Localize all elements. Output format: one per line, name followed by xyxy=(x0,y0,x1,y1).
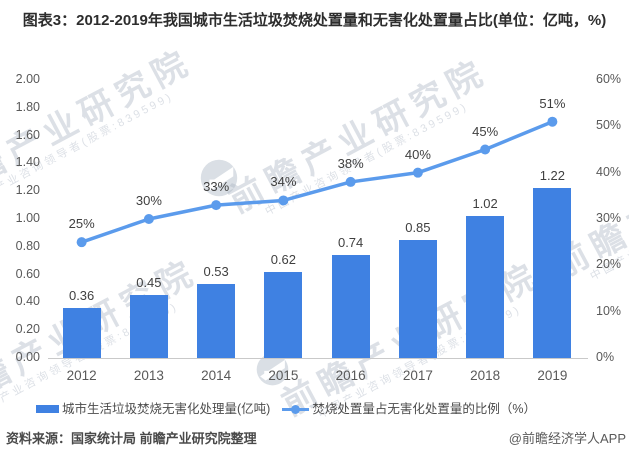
bar-value-label: 0.36 xyxy=(68,287,95,303)
left-axis-tick: 1.20 xyxy=(15,183,40,198)
line-value-label: 33% xyxy=(203,179,230,195)
bar-value-label: 1.02 xyxy=(472,196,498,212)
legend-item-line: 焚烧处置量占无害化处置量的比例（%） xyxy=(282,401,536,417)
left-axis-tick: 0.60 xyxy=(15,266,40,281)
right-axis-tick: 0% xyxy=(596,350,615,364)
bar xyxy=(264,271,303,358)
right-axis-tick: 60% xyxy=(596,72,622,86)
legend-label-bar: 城市生活垃圾焚烧无害化处理量(亿吨) xyxy=(62,402,271,416)
line-value-label: 34% xyxy=(270,174,297,190)
x-axis-label: 2014 xyxy=(201,368,232,383)
line-point xyxy=(76,237,87,248)
line-point xyxy=(412,167,423,178)
line-point xyxy=(211,200,222,211)
right-axis-tick: 20% xyxy=(596,257,622,272)
bar xyxy=(533,188,572,358)
x-axis-label: 2015 xyxy=(268,368,299,383)
left-axis-tick: 1.40 xyxy=(15,155,40,170)
bar-value-label: 1.22 xyxy=(539,168,566,184)
x-axis-line xyxy=(48,358,588,359)
left-axis-tick: 1.00 xyxy=(15,211,40,225)
line-value-label: 51% xyxy=(539,95,566,111)
x-axis-label: 2016 xyxy=(335,368,366,383)
x-axis-label: 2013 xyxy=(133,368,164,383)
left-axis-tick: 0.00 xyxy=(15,350,40,364)
right-axis-tick: 10% xyxy=(596,303,622,318)
line-value-label: 45% xyxy=(472,123,499,139)
legend-item-bar: 城市生活垃圾焚烧无害化处理量(亿吨) xyxy=(36,401,270,417)
bar xyxy=(197,284,236,358)
legend: 城市生活垃圾焚烧无害化处理量(亿吨) 焚烧处置量占无害化处置量的比例（%） xyxy=(36,401,536,417)
footer: 资料来源：国家统计局 前瞻产业研究院整理 @前瞻经济学人APP xyxy=(6,428,626,447)
bar-value-label: 0.62 xyxy=(270,251,297,267)
credit-note: @前瞻经济学人APP xyxy=(508,431,626,446)
source-note: 资料来源：国家统计局 前瞻产业研究院整理 xyxy=(6,431,257,446)
line-point xyxy=(547,116,558,127)
line-value-label: 25% xyxy=(68,216,95,232)
legend-label-line: 焚烧处置量占无害化处置量的比例（%） xyxy=(312,402,536,416)
left-axis-tick: 1.60 xyxy=(15,127,40,142)
right-axis-tick: 50% xyxy=(596,118,622,133)
bar xyxy=(331,255,370,358)
bar-series-swatch xyxy=(36,405,59,413)
line-series xyxy=(76,116,558,248)
bar xyxy=(398,239,437,358)
left-axis-tick: 0.80 xyxy=(15,238,40,253)
left-axis-tick: 2.00 xyxy=(15,72,40,86)
x-axis-label: 2012 xyxy=(66,368,97,383)
x-axis-label: 2018 xyxy=(470,368,501,383)
bar-value-label: 0.53 xyxy=(203,264,229,280)
line-value-label: 30% xyxy=(135,193,162,208)
bar xyxy=(129,295,168,358)
line-point xyxy=(278,195,289,206)
line-value-label: 40% xyxy=(404,146,431,162)
x-axis-label: 2017 xyxy=(402,368,433,383)
right-axis-tick: 30% xyxy=(596,211,622,225)
left-axis-tick: 0.40 xyxy=(15,294,40,309)
bar-value-label: 0.74 xyxy=(337,235,364,251)
line-series-swatch xyxy=(282,404,310,414)
left-axis-tick: 1.80 xyxy=(15,99,40,114)
x-axis-label: 2019 xyxy=(537,368,568,383)
line-point xyxy=(143,214,154,224)
bar-value-label: 0.45 xyxy=(136,275,162,291)
line-point xyxy=(345,176,356,187)
left-axis-tick: 0.20 xyxy=(15,322,40,337)
line-point xyxy=(480,144,491,155)
line-value-label: 38% xyxy=(337,155,364,171)
line-swatch-dot-icon xyxy=(291,404,301,414)
chart-title: 图表3：2012-2019年我国城市生活垃圾焚烧处置量和无害化处置量占比(单位：… xyxy=(22,12,607,29)
right-axis-tick: 40% xyxy=(596,164,622,179)
bar xyxy=(466,216,505,358)
bar-value-label: 0.85 xyxy=(405,219,431,235)
bar xyxy=(62,307,101,358)
line-path xyxy=(79,119,555,244)
